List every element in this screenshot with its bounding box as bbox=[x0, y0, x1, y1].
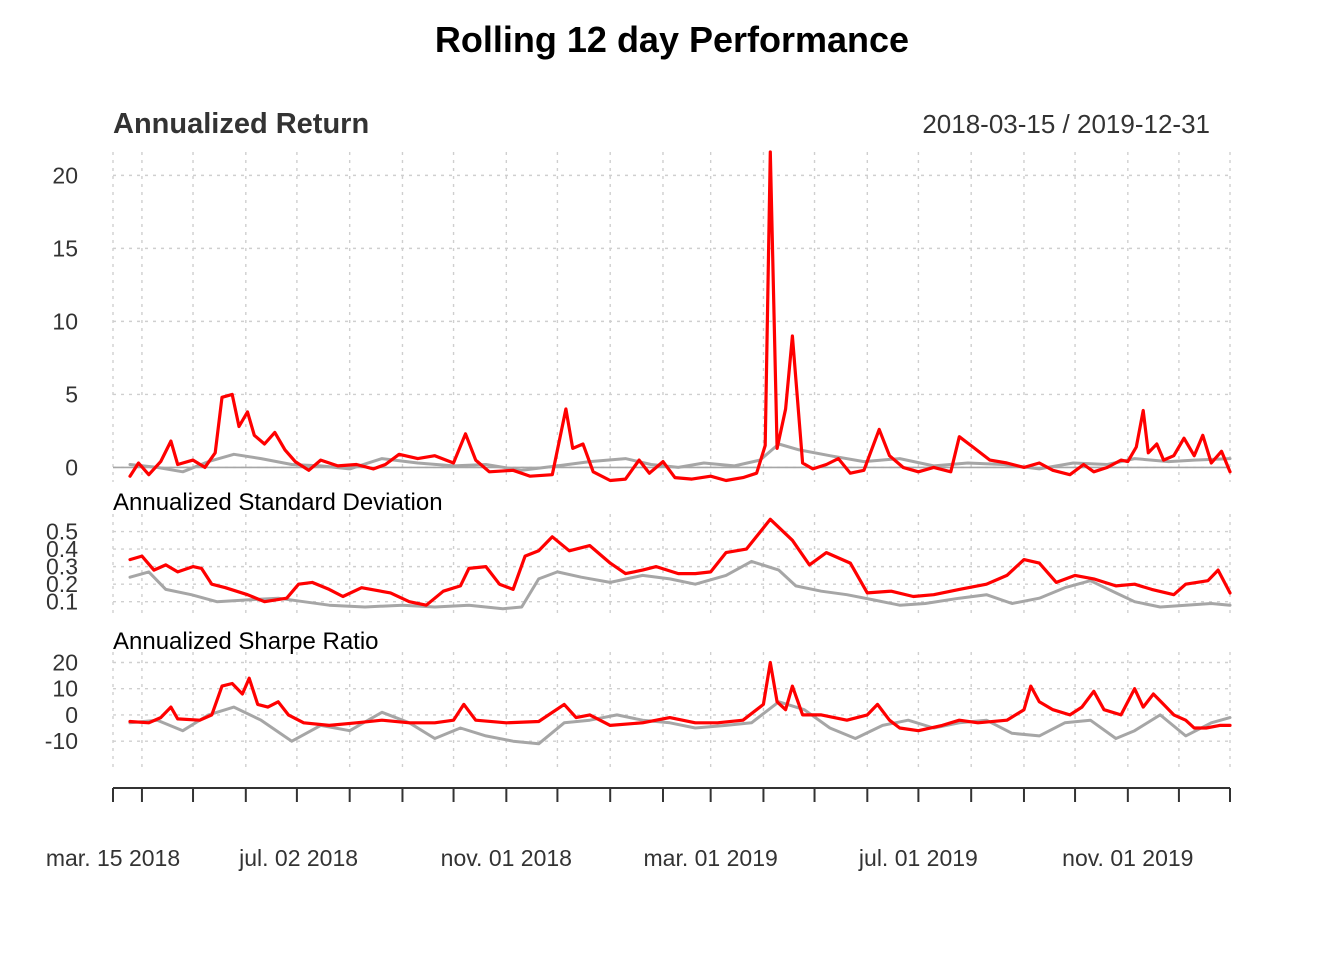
series-line bbox=[128, 442, 1232, 474]
y-tick-label: 0 bbox=[65, 454, 78, 480]
series-line bbox=[128, 700, 1232, 746]
y-tick-label: 0.3 bbox=[46, 554, 78, 580]
x-tick-label: mar. 01 2019 bbox=[644, 845, 778, 871]
panel-1: 0.10.20.30.40.5 bbox=[46, 514, 1232, 615]
y-tick-label: 0.2 bbox=[46, 571, 78, 597]
y-tick-label: 10 bbox=[52, 308, 78, 334]
y-tick-label: 0.1 bbox=[46, 589, 78, 615]
y-tick-label: -10 bbox=[45, 728, 78, 754]
y-tick-label: 5 bbox=[65, 381, 78, 407]
y-tick-label: 10 bbox=[52, 676, 78, 702]
series-line bbox=[128, 559, 1232, 611]
y-tick-label: 20 bbox=[52, 649, 78, 675]
series-line bbox=[128, 150, 1232, 483]
y-tick-label: 15 bbox=[52, 235, 78, 261]
panel-title-return: Annualized Return bbox=[113, 108, 369, 140]
panel-0: 0 5 10 15 20 bbox=[52, 150, 1232, 483]
x-tick-label: nov. 01 2018 bbox=[441, 845, 572, 871]
x-tick-label: jul. 02 2018 bbox=[238, 845, 358, 871]
chart-title: Rolling 12 day Performance bbox=[435, 19, 909, 60]
x-tick-label: mar. 15 2018 bbox=[46, 845, 180, 871]
x-tick-label: nov. 01 2019 bbox=[1062, 845, 1193, 871]
series-line bbox=[128, 660, 1232, 733]
y-tick-label: 20 bbox=[52, 162, 78, 188]
y-tick-label: 0 bbox=[65, 702, 78, 728]
panel-title-stddev: Annualized Standard Deviation bbox=[113, 489, 443, 516]
panel-title-sharpe: Annualized Sharpe Ratio bbox=[113, 628, 379, 655]
y-tick-label: 0.5 bbox=[46, 519, 78, 545]
date-range-label: 2018-03-15 / 2019-12-31 bbox=[922, 109, 1210, 139]
series-line bbox=[128, 517, 1232, 607]
x-axis: mar. 15 2018 jul. 02 2018 nov. 01 2018 mar.… bbox=[46, 787, 1231, 871]
x-tick-label: jul. 01 2019 bbox=[858, 845, 978, 871]
y-tick-label: 0.4 bbox=[46, 536, 78, 562]
